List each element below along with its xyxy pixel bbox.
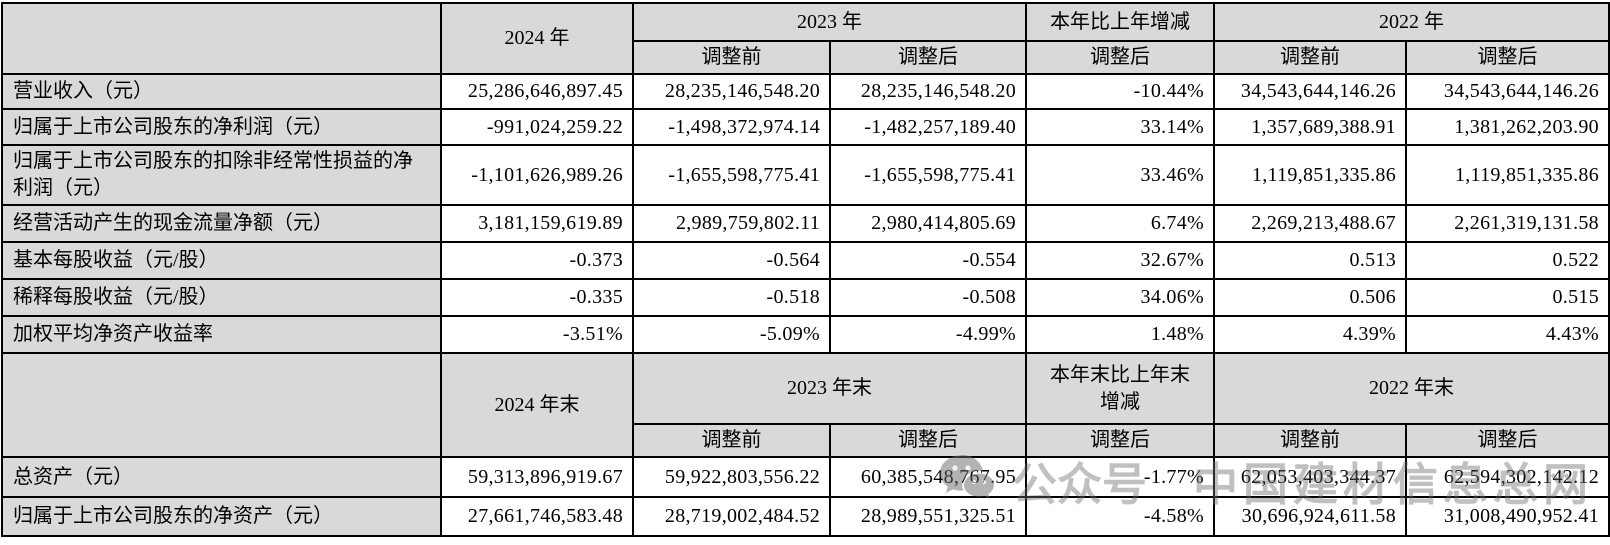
cell-value: 3,181,159,619.89 <box>440 204 634 243</box>
cell-value: -0.564 <box>632 241 831 280</box>
row-label: 基本每股收益（元/股） <box>1 241 442 280</box>
cell-value: 1,357,689,388.91 <box>1213 108 1407 146</box>
cell-value: 33.46% <box>1025 144 1215 206</box>
header-2023-adj-before: 调整前 <box>632 40 831 75</box>
cell-value: -1,482,257,189.40 <box>829 108 1027 146</box>
header-2023: 2023 年 <box>632 2 1027 42</box>
cell-value: 1.48% <box>1025 315 1215 354</box>
cell-value: 0.515 <box>1405 278 1610 317</box>
header-2023-end: 2023 年末 <box>632 352 1027 425</box>
cell-value: 28,989,551,325.51 <box>829 496 1027 537</box>
cell-value: -0.554 <box>829 241 1027 280</box>
table-row-operating-cash-flow: 经营活动产生的现金流量净额（元） 3,181,159,619.89 2,989,… <box>1 204 1610 243</box>
header-2022-adj-after: 调整后 <box>1405 40 1610 75</box>
row-label: 归属于上市公司股东的净利润（元） <box>1 108 442 146</box>
row-label: 归属于上市公司股东的净资产（元） <box>1 496 442 537</box>
row-label: 总资产（元） <box>1 456 442 498</box>
cell-value: 34,543,644,146.26 <box>1213 73 1407 110</box>
table-row-net-profit-excl-nonrecurring: 归属于上市公司股东的扣除非经常性损益的净利润（元） -1,101,626,989… <box>1 144 1610 206</box>
row-label: 稀释每股收益（元/股） <box>1 278 442 317</box>
header-change-adj-after: 调整后 <box>1025 40 1215 75</box>
table-row-total-assets: 总资产（元） 59,313,896,919.67 59,922,803,556.… <box>1 456 1610 498</box>
header-2022-adj-before: 调整前 <box>1213 40 1407 75</box>
cell-value: -1,101,626,989.26 <box>440 144 634 206</box>
cell-value: -1.77% <box>1025 456 1215 498</box>
table-row-net-assets: 归属于上市公司股东的净资产（元） 27,661,746,583.48 28,71… <box>1 496 1610 537</box>
section1-header-row-adjust: 调整前 调整后 调整后 调整前 调整后 <box>2 40 1610 75</box>
cell-value: 32.67% <box>1025 241 1215 280</box>
cell-value: 0.522 <box>1405 241 1610 280</box>
cell-value: -0.518 <box>632 278 831 317</box>
header-2024: 2024 年 <box>440 2 634 75</box>
cell-value: -991,024,259.22 <box>440 108 634 146</box>
cell-value: 34.06% <box>1025 278 1215 317</box>
cell-value: 28,235,146,548.20 <box>632 73 831 110</box>
cell-value: -10.44% <box>1025 73 1215 110</box>
cell-value: 27,661,746,583.48 <box>440 496 634 537</box>
section2-header-row-years: 2024 年末 2023 年末 本年末比上年末增减 2022 年末 <box>1 352 1610 458</box>
cell-value: -1,655,598,775.41 <box>829 144 1027 206</box>
cell-value: -0.373 <box>440 241 634 280</box>
cell-value: 2,989,759,802.11 <box>632 204 831 243</box>
cell-value: 4.39% <box>1213 315 1407 354</box>
header-yearend-change: 本年末比上年末增减 <box>1025 352 1215 425</box>
row-label: 归属于上市公司股东的扣除非经常性损益的净利润（元） <box>1 144 442 206</box>
cell-value: 28,235,146,548.20 <box>829 73 1027 110</box>
row-label: 营业收入（元） <box>1 73 442 110</box>
cell-value: -0.335 <box>440 278 634 317</box>
cell-value: 31,008,490,952.41 <box>1405 496 1610 537</box>
table-row-weighted-avg-roe: 加权平均净资产收益率 -3.51% -5.09% -4.99% 1.48% 4.… <box>1 315 1610 354</box>
cell-value: 2,269,213,488.67 <box>1213 204 1407 243</box>
corner-blank-cell <box>1 2 442 75</box>
cell-value: 0.506 <box>1213 278 1407 317</box>
table-row-revenue: 营业收入（元） 25,286,646,897.45 28,235,146,548… <box>1 73 1610 110</box>
cell-value: 6.74% <box>1025 204 1215 243</box>
table-row-basic-eps: 基本每股收益（元/股） -0.373 -0.564 -0.554 32.67% … <box>1 241 1610 280</box>
cell-value: 0.513 <box>1213 241 1407 280</box>
cell-value: 25,286,646,897.45 <box>440 73 634 110</box>
row-label: 加权平均净资产收益率 <box>1 315 442 354</box>
cell-value: 4.43% <box>1405 315 1610 354</box>
header-2023-end-adj-before: 调整前 <box>632 423 831 458</box>
cell-value: -0.508 <box>829 278 1027 317</box>
header-2023-end-adj-after: 调整后 <box>829 423 1027 458</box>
header-2022-end: 2022 年末 <box>1213 352 1610 425</box>
header-2024-end: 2024 年末 <box>440 352 634 458</box>
cell-value: 2,261,319,131.58 <box>1405 204 1610 243</box>
cell-value: 2,980,414,805.69 <box>829 204 1027 243</box>
corner-blank-cell <box>1 352 442 458</box>
cell-value: -1,655,598,775.41 <box>632 144 831 206</box>
header-2022-end-adj-after: 调整后 <box>1405 423 1610 458</box>
cell-value: -4.58% <box>1025 496 1215 537</box>
cell-value: 34,543,644,146.26 <box>1405 73 1610 110</box>
cell-value: 1,381,262,203.90 <box>1405 108 1610 146</box>
cell-value: 33.14% <box>1025 108 1215 146</box>
cell-value: -5.09% <box>632 315 831 354</box>
table-row-net-profit: 归属于上市公司股东的净利润（元） -991,024,259.22 -1,498,… <box>1 108 1610 146</box>
header-2022-end-adj-before: 调整前 <box>1213 423 1407 458</box>
cell-value: 62,053,403,344.37 <box>1213 456 1407 498</box>
cell-value: 59,922,803,556.22 <box>632 456 831 498</box>
section1-header-row-years: 2024 年 2023 年 本年比上年增减 2022 年 <box>1 2 1610 75</box>
cell-value: -1,498,372,974.14 <box>632 108 831 146</box>
cell-value: -4.99% <box>829 315 1027 354</box>
table-row-diluted-eps: 稀释每股收益（元/股） -0.335 -0.518 -0.508 34.06% … <box>1 278 1610 317</box>
cell-value: 1,119,851,335.86 <box>1405 144 1610 206</box>
header-change: 本年比上年增减 <box>1025 2 1215 42</box>
section2-header-row-adjust: 调整前 调整后 调整后 调整前 调整后 <box>2 423 1610 458</box>
row-label: 经营活动产生的现金流量净额（元） <box>1 204 442 243</box>
header-2022: 2022 年 <box>1213 2 1610 42</box>
cell-value: 60,385,548,767.95 <box>829 456 1027 498</box>
cell-value: 62,594,302,142.12 <box>1405 456 1610 498</box>
header-2023-adj-after: 调整后 <box>829 40 1027 75</box>
cell-value: -3.51% <box>440 315 634 354</box>
cell-value: 1,119,851,335.86 <box>1213 144 1407 206</box>
cell-value: 59,313,896,919.67 <box>440 456 634 498</box>
cell-value: 30,696,924,611.58 <box>1213 496 1407 537</box>
cell-value: 28,719,002,484.52 <box>632 496 831 537</box>
header-yearend-change-adj-after: 调整后 <box>1025 423 1215 458</box>
